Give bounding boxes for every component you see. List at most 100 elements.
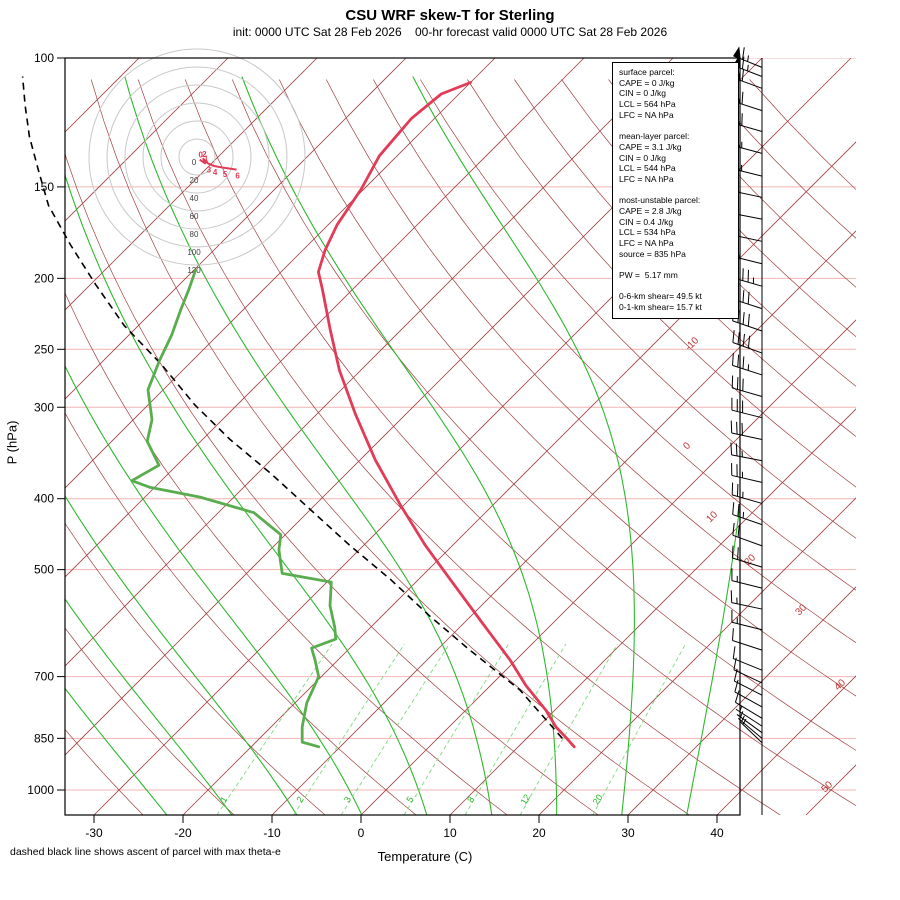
isotherm-line xyxy=(805,764,856,815)
wind-barb xyxy=(739,718,763,744)
dry-adiabat xyxy=(65,412,417,815)
isotherm-line xyxy=(271,230,856,815)
hodograph-ring-label: 0 xyxy=(192,158,197,167)
dry-adiabat xyxy=(514,79,856,437)
info-line: CIN = 0 J/kg xyxy=(619,88,667,99)
mixing-ratio-label: 2 xyxy=(294,795,305,805)
x-tick-label: -30 xyxy=(85,826,103,840)
y-tick-label: 250 xyxy=(34,342,54,356)
dry-adiabat xyxy=(749,79,856,191)
hodograph-km-marker: 2 xyxy=(202,150,207,159)
isotherm-line xyxy=(627,586,856,815)
wind-barb xyxy=(731,609,763,631)
isotherm-line xyxy=(65,58,318,311)
isotherm-value-label: 50 xyxy=(819,779,835,795)
mixing-ratio-label: 8 xyxy=(465,795,476,805)
info-line xyxy=(619,120,738,131)
dry-adiabat xyxy=(325,79,856,644)
mixing-ratio-line xyxy=(340,643,450,815)
x-tick-label: 10 xyxy=(443,826,457,840)
hodograph-ring xyxy=(160,120,234,194)
dry-adiabat xyxy=(373,79,856,591)
hodograph-km-marker: 5 xyxy=(223,170,228,179)
mixing-ratio-label: 1 xyxy=(218,795,229,805)
y-tick-label: 300 xyxy=(34,400,54,414)
wind-barb xyxy=(735,705,763,727)
moist-adiabat xyxy=(241,76,558,815)
hodograph-ring-label: 80 xyxy=(190,230,199,239)
moist-adiabat xyxy=(124,76,493,815)
wind-barb xyxy=(734,679,763,708)
isotherm-line xyxy=(65,58,407,400)
wind-barb xyxy=(737,715,763,739)
hodograph-ring-label: 100 xyxy=(187,248,201,257)
hodograph-ring-label: 40 xyxy=(190,194,199,203)
wind-barb xyxy=(733,668,763,696)
mixing-ratio-line xyxy=(464,643,567,815)
info-line: most-unstable parcel: xyxy=(619,195,701,206)
info-line: 0-1-km shear= 15.7 kt xyxy=(619,302,702,313)
info-line xyxy=(619,281,738,292)
isotherm-line xyxy=(538,497,856,815)
mixing-ratio-line xyxy=(403,643,509,815)
x-tick-label: -20 xyxy=(174,826,192,840)
dry-adiabat xyxy=(184,79,856,807)
footer-note: dashed black line shows ascent of parcel… xyxy=(10,846,281,858)
info-line: CAPE = 2.8 J/kg xyxy=(619,205,682,216)
mixing-ratio-label: 3 xyxy=(342,795,353,805)
wind-barb xyxy=(734,690,763,719)
dry-adiabat xyxy=(65,152,599,815)
info-line: mean-layer parcel: xyxy=(619,131,690,142)
plot-frame xyxy=(64,57,741,816)
y-tick-label: 500 xyxy=(34,563,54,577)
wind-barb xyxy=(731,545,763,568)
hodograph-ring xyxy=(178,138,216,176)
y-tick-label: 400 xyxy=(34,492,54,506)
hodograph-ring-label: 60 xyxy=(190,212,199,221)
x-tick-label: -10 xyxy=(263,826,281,840)
isotherm-line xyxy=(716,675,856,815)
info-line: CIN = 0.4 J/kg xyxy=(619,216,674,227)
mixing-ratio-label: 12 xyxy=(518,793,532,807)
wind-barb xyxy=(731,463,763,483)
background-grid xyxy=(65,58,856,815)
parcel-ascent-line-group xyxy=(21,76,563,739)
x-tick-label: 0 xyxy=(358,826,365,840)
wind-barb xyxy=(731,397,763,419)
wind-barb xyxy=(730,590,763,610)
mixing-ratio-label: 5 xyxy=(404,795,415,805)
moist-adiabat xyxy=(65,687,168,815)
wind-barb xyxy=(730,420,763,440)
isotherm-value-label: 40 xyxy=(832,677,848,693)
dry-adiabat xyxy=(65,292,508,815)
mixing-ratio-label: 20 xyxy=(591,793,605,807)
info-line: LFC = NA hPa xyxy=(619,109,674,120)
info-line xyxy=(619,259,738,270)
info-line: source = 835 hPa xyxy=(619,248,686,259)
info-line: LCL = 564 hPa xyxy=(619,99,676,110)
isotherm-line xyxy=(65,58,585,578)
info-line: LFC = NA hPa xyxy=(619,173,674,184)
x-tick-label: 30 xyxy=(621,826,635,840)
info-line: CAPE = 3.1 J/kg xyxy=(619,141,682,152)
isotherm-line xyxy=(65,58,674,667)
moist-adiabat xyxy=(412,76,635,815)
moist-adiabat xyxy=(65,598,233,815)
y-tick-label: 100 xyxy=(34,51,54,65)
hodograph-trace xyxy=(199,157,237,171)
hodograph-km-marker: 1 xyxy=(204,154,209,163)
chart-title: CSU WRF skew-T for Sterling xyxy=(345,7,555,24)
x-tick-label: 40 xyxy=(710,826,724,840)
sounding-profiles xyxy=(130,81,576,749)
mixing-ratio-line xyxy=(592,643,686,815)
hodograph-ring xyxy=(124,84,270,230)
dry-adiabat xyxy=(65,627,235,815)
mixing-ratio-line xyxy=(293,643,405,815)
temperature-curve xyxy=(317,81,576,749)
dry-adiabat xyxy=(420,79,856,539)
hodograph-ring xyxy=(106,66,288,248)
info-line: LCL = 534 hPa xyxy=(619,227,676,238)
